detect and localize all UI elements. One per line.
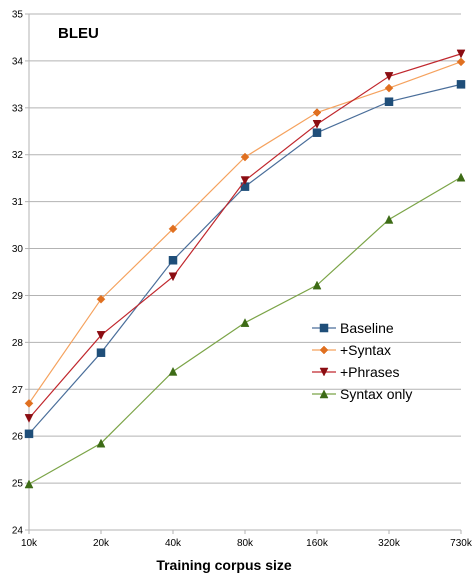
legend: Baseline +Syntax +Phrases Syntax only xyxy=(312,320,412,402)
y-tick-label: 28 xyxy=(12,338,24,349)
gridlines xyxy=(29,13,461,531)
legend-marker xyxy=(319,323,329,333)
x-tick-label: 730k xyxy=(450,538,473,549)
data-point-syntax xyxy=(96,294,106,304)
legend-marker xyxy=(319,367,329,377)
y-tick-label: 31 xyxy=(12,197,24,208)
legend-item-syntax-only: Syntax only xyxy=(312,386,412,402)
x-tick-label: 320k xyxy=(378,538,401,549)
data-point-syntax xyxy=(384,83,394,93)
data-point-syntax-only xyxy=(240,318,250,327)
y-tick-label: 26 xyxy=(12,432,24,443)
series-line-syntax-only xyxy=(28,176,462,485)
data-point-phrases xyxy=(312,119,322,129)
data-point-syntax-only xyxy=(24,479,34,489)
legend-marker xyxy=(319,345,329,355)
x-tick-label: 40k xyxy=(165,538,182,549)
x-axis-ticks: 10k 20k 40k 80k 160k 320k 730k xyxy=(21,530,473,549)
x-tick-label: 10k xyxy=(21,538,38,549)
x-tick-label: 80k xyxy=(237,538,254,549)
data-point-baseline xyxy=(384,97,394,106)
data-point-syntax-only xyxy=(384,214,394,224)
y-tick-label: 33 xyxy=(12,103,24,114)
data-point-syntax-only xyxy=(168,366,178,376)
legend-marker xyxy=(319,389,329,399)
legend-label: Syntax only xyxy=(340,386,412,402)
data-point-baseline xyxy=(312,128,322,137)
data-point-phrases xyxy=(456,49,466,59)
legend-label: +Syntax xyxy=(340,342,391,358)
data-point-syntax xyxy=(240,152,250,162)
data-point-syntax-only xyxy=(456,172,466,182)
y-axis-ticks: 24 25 26 27 28 29 30 31 32 33 34 35 xyxy=(12,10,29,537)
x-tick-label: 20k xyxy=(93,538,110,549)
data-point-baseline xyxy=(456,80,466,89)
series-phrases xyxy=(24,49,466,423)
series-layer xyxy=(24,49,466,489)
data-point-phrases xyxy=(96,331,106,340)
y-tick-label: 24 xyxy=(12,526,24,537)
y-tick-label: 35 xyxy=(12,10,24,21)
chart-title: BLEU xyxy=(58,25,99,42)
data-point-phrases xyxy=(168,272,178,282)
legend-item-phrases: +Phrases xyxy=(312,364,400,380)
data-point-baseline xyxy=(24,429,34,439)
y-tick-label: 25 xyxy=(12,479,24,490)
data-point-syntax-only xyxy=(96,438,106,448)
data-point-baseline xyxy=(168,256,178,265)
y-tick-label: 34 xyxy=(12,56,24,67)
legend-item-baseline: Baseline xyxy=(312,320,394,336)
data-point-baseline xyxy=(96,348,106,357)
data-point-syntax-only xyxy=(312,280,322,290)
data-point-syntax xyxy=(168,224,178,234)
legend-label: Baseline xyxy=(340,320,394,336)
data-point-syntax xyxy=(456,57,466,67)
x-tick-label: 160k xyxy=(306,538,329,549)
data-point-phrases xyxy=(384,72,394,81)
data-point-syntax xyxy=(312,108,322,117)
series-syntax-only xyxy=(24,172,466,489)
data-point-phrases xyxy=(24,414,34,423)
series-line-syntax xyxy=(28,61,462,404)
legend-label: +Phrases xyxy=(340,364,400,380)
x-axis-title: Training corpus size xyxy=(156,557,292,573)
y-tick-label: 29 xyxy=(12,291,24,302)
y-tick-label: 27 xyxy=(12,385,24,396)
series-syntax xyxy=(24,57,466,408)
y-tick-label: 30 xyxy=(12,244,24,255)
data-point-syntax xyxy=(24,398,34,408)
data-point-phrases xyxy=(240,176,250,186)
series-baseline xyxy=(24,80,466,439)
series-line-baseline xyxy=(28,83,462,435)
y-tick-label: 32 xyxy=(12,150,24,161)
legend-item-syntax: +Syntax xyxy=(312,342,391,358)
